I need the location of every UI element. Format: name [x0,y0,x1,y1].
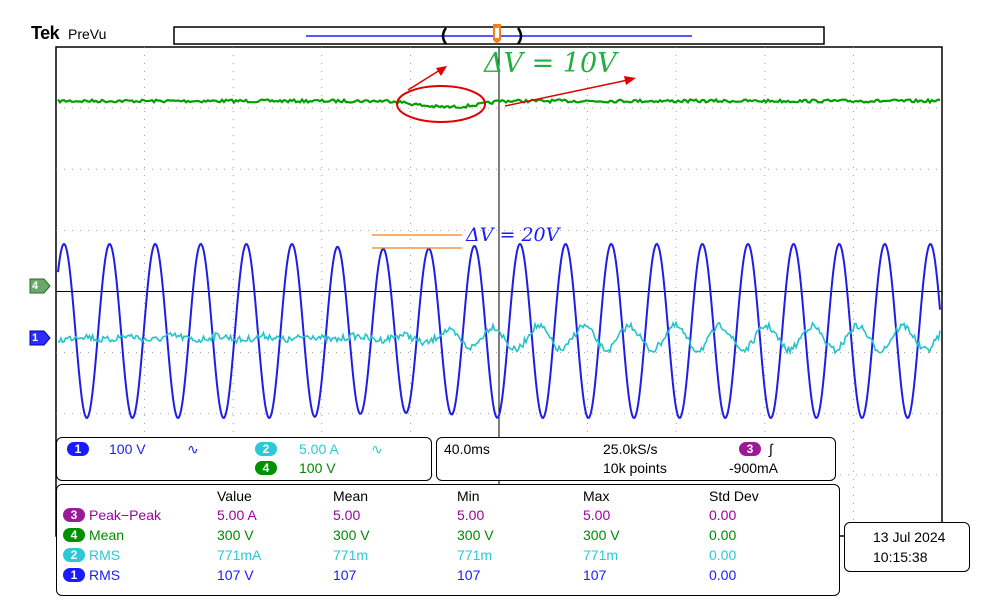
date-display: 13 Jul 2024 [873,529,946,545]
measurement-column-header: Max [583,488,610,504]
ch4-scale[interactable]: 100 V [299,460,336,476]
measurement-value: 0.00 [709,527,737,543]
brand-logo: Tek [31,23,60,43]
annotation-arrow-left [407,66,447,91]
ch4-ground-marker[interactable] [29,278,51,294]
annotation-arrow-right [504,76,636,107]
dip-highlight-ellipse [396,85,486,123]
ch4-ground-label: 4 [31,280,39,292]
measurement-column-header: Value [217,488,252,504]
measurement-type[interactable]: Peak−Peak [89,507,161,523]
ch1-badge[interactable]: 1 [67,442,89,456]
ch4-waveform [57,97,941,109]
measurement-value: 300 V [333,527,370,543]
trigger-source-badge[interactable]: 3 [739,442,761,456]
datetime-panel: 13 Jul 2024 10:15:38 [844,522,970,572]
measurement-value: 5.00 [333,507,361,523]
timebase-panel[interactable]: 40.0ms 25.0kS/s 10k points 3 ∫ -900mA [436,437,836,481]
channel-settings-panel[interactable]: 1 100 V ∿ 2 5.00 A ∿ 4 100 V [56,437,432,481]
measurement-channel-badge[interactable]: 4 [63,528,85,542]
measurement-value: 0.00 [709,507,737,523]
measurement-value: 107 [457,567,481,583]
ch4-badge[interactable]: 4 [255,461,277,475]
measurement-value: 107 [583,567,607,583]
time-per-div[interactable]: 40.0ms [444,441,490,457]
record-length: 10k points [603,460,667,476]
measurement-value: 771m [583,547,619,563]
time-display: 10:15:38 [873,549,928,565]
measurement-value: 771m [333,547,369,563]
measurement-type[interactable]: Mean [89,527,125,543]
sample-rate: 25.0kS/s [603,441,658,457]
ch2-scale[interactable]: 5.00 A [299,441,339,457]
ch1-scale[interactable]: 100 V [109,441,146,457]
measurement-channel-badge[interactable]: 3 [63,508,85,522]
measurement-channel-badge[interactable]: 1 [63,568,85,582]
delta-v-mid-annotation: ΔV = 20V [466,224,560,246]
trigger-level[interactable]: -900mA [729,460,779,476]
ch2-coupling-icon: ∿ [371,441,383,457]
ch2-waveform [58,320,941,356]
record-window-brackets[interactable] [441,27,523,45]
measurement-value: 5.00 A [217,507,257,523]
measurement-channel-badge[interactable]: 2 [63,548,85,562]
measurement-column-header: Std Dev [709,488,759,504]
measurement-type[interactable]: RMS [89,547,121,563]
ch1-ground-marker[interactable] [29,330,51,346]
measurement-value: 5.00 [583,507,611,523]
measurement-value: 300 V [457,527,494,543]
measurement-type[interactable]: RMS [89,567,121,583]
measurement-value: 5.00 [457,507,485,523]
trigger-slope-icon: ∫ [769,441,773,457]
ch1-waveform [57,242,941,420]
measurement-column-header: Min [457,488,480,504]
trigger-position-icon[interactable] [493,24,501,44]
ch1-coupling-icon: ∿ [187,441,199,457]
delta-v-top-annotation: ΔV = 10V [484,48,617,79]
measurement-value: 107 [333,567,357,583]
measurement-value: 771mA [217,547,262,563]
measurement-value: 771m [457,547,493,563]
measurement-value: 107 V [217,567,254,583]
ch1-ground-label: 1 [31,332,39,344]
measurement-value: 300 V [217,527,254,543]
measurement-value: 0.00 [709,567,737,583]
measurements-panel[interactable]: Value Mean Min Max Std Dev 3 Peak−Peak 5.00 A 5… [56,484,840,596]
acquisition-mode: PreVu [68,26,107,42]
measurement-column-header: Mean [333,488,369,504]
ch2-badge[interactable]: 2 [255,442,277,456]
measurement-value: 0.00 [709,547,737,563]
measurement-value: 300 V [583,527,620,543]
